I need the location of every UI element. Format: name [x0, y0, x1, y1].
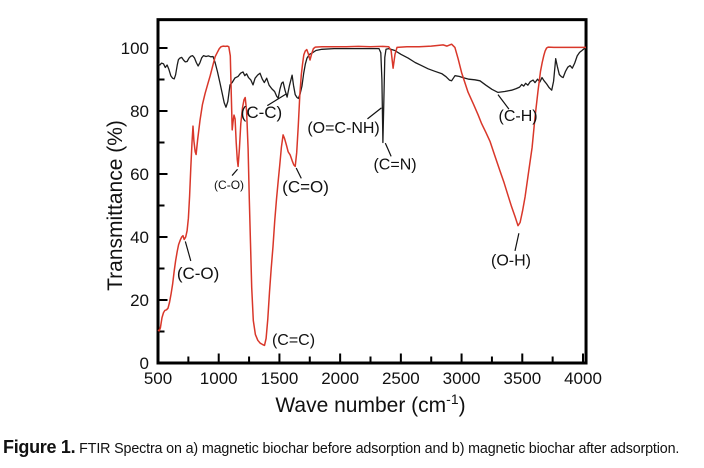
annotation-leader-c-o-double	[295, 167, 302, 179]
spectrum-before-adsorption-line	[157, 47, 587, 144]
annotation-c-o-lower: (C-O)	[177, 264, 219, 283]
annotation-c-c: (C-C)	[241, 103, 283, 122]
x-tick-label: 3500	[503, 369, 541, 388]
y-tick-label: 0	[140, 354, 149, 373]
y-tick-label: 60	[130, 165, 149, 184]
figure-caption-label: Figure 1.	[3, 437, 76, 457]
annotation-leader-c-n	[384, 142, 392, 157]
x-tick-label: 4000	[564, 369, 602, 388]
y-tick-label: 20	[130, 291, 149, 310]
annotation-leader-o-h	[514, 233, 520, 251]
annotation-leader-c-h	[497, 94, 510, 110]
annotation-o-h: (O-H)	[491, 252, 531, 269]
x-tick-label: 2000	[321, 369, 359, 388]
annotation-leader-c-o-lower	[184, 241, 192, 262]
x-tick-label: 1000	[200, 369, 238, 388]
y-tick-label: 40	[130, 228, 149, 247]
annotation-c-h: (C-H)	[498, 108, 537, 125]
ftir-spectra-chart: 500 1000 1500 2000 2500 3000 3500 4000 0 20 40 60 80…	[104, 18, 602, 417]
annotation-c-o-upper: (C-O)	[214, 178, 244, 192]
x-tick-label: 3000	[443, 369, 481, 388]
annotation-c-o-double: (C=O)	[282, 178, 329, 197]
plot-frame	[156, 18, 588, 365]
figure-caption-text: FTIR Spectra on a) magnetic biochar befo…	[75, 441, 680, 457]
y-tick-label: 80	[130, 102, 149, 121]
x-tick-label: 1500	[261, 369, 299, 388]
annotation-leader-c-o-upper	[231, 168, 238, 176]
annotation-c-n: (C=N)	[373, 157, 416, 174]
figure-caption: Figure 1. FTIR Spectra on a) magnetic bi…	[3, 437, 703, 458]
y-axis-title: Transmittance (%)	[104, 120, 127, 291]
annotation-o-c-nh: (O=C-NH)	[307, 120, 379, 137]
spectrum-after-adsorption-line	[157, 43, 586, 347]
y-tick-label: 100	[121, 39, 149, 58]
x-axis-title: Wave number (cm-1)	[275, 391, 465, 417]
x-tick-label: 2500	[382, 369, 420, 388]
annotation-leader-o-c-nh	[367, 107, 382, 120]
x-tick-label: 500	[144, 369, 172, 388]
annotation-c-c-double: (C=C)	[272, 332, 315, 349]
annotation-leader-c-c	[266, 93, 288, 107]
